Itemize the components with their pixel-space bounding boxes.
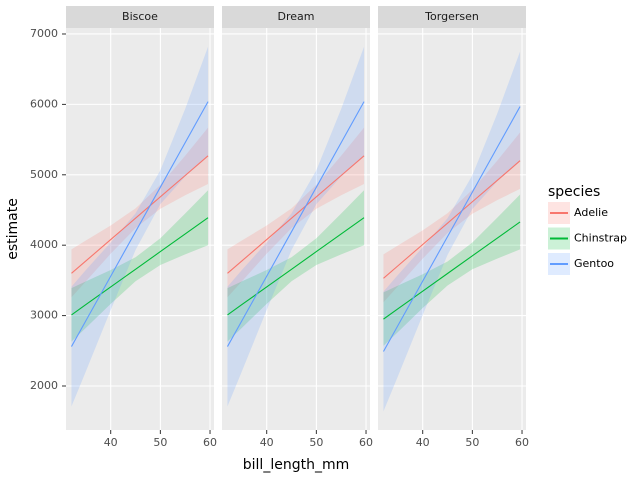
line xyxy=(383,221,521,320)
line xyxy=(71,217,209,316)
x-tick-label: 40 xyxy=(104,436,118,449)
y-tick-label: 7000 xyxy=(30,27,58,40)
x-tick-label: 40 xyxy=(260,436,274,449)
x-tick-label: 50 xyxy=(309,436,323,449)
strip xyxy=(378,6,526,28)
facet-title: Biscoe xyxy=(122,10,158,23)
line xyxy=(70,101,209,347)
x-tick-label: 40 xyxy=(416,436,430,449)
y-tick-label: 3000 xyxy=(30,309,58,322)
y-tick-label: 4000 xyxy=(30,238,58,251)
line xyxy=(226,101,365,347)
x-tick-label: 50 xyxy=(465,436,479,449)
legend-label: Gentoo xyxy=(574,257,614,270)
x-axis-label: bill_length_mm xyxy=(243,457,349,473)
strip xyxy=(222,6,370,28)
x-tick-label: 60 xyxy=(203,436,217,449)
confidence-band xyxy=(227,46,365,407)
line xyxy=(71,155,209,274)
y-tick-label: 6000 xyxy=(30,97,58,110)
line xyxy=(227,217,365,316)
x-tick-label: 60 xyxy=(359,436,373,449)
confidence-band xyxy=(383,51,521,412)
legend-label: Chinstrap xyxy=(574,232,627,245)
legend-title: species xyxy=(548,184,600,200)
line xyxy=(383,160,521,279)
y-tick-label: 5000 xyxy=(30,168,58,181)
line xyxy=(382,106,521,352)
line xyxy=(227,155,365,274)
y-tick-label: 2000 xyxy=(30,379,58,392)
panel xyxy=(222,28,370,430)
x-tick-label: 50 xyxy=(153,436,167,449)
y-axis-label: estimate xyxy=(5,198,21,260)
confidence-band xyxy=(227,127,365,298)
panel xyxy=(66,28,214,430)
confidence-band xyxy=(71,127,209,298)
facet-title: Dream xyxy=(278,10,315,23)
confidence-band xyxy=(383,132,521,303)
legend-label: Adelie xyxy=(574,206,608,219)
confidence-band xyxy=(71,46,209,407)
strip xyxy=(66,6,214,28)
x-tick-label: 60 xyxy=(515,436,529,449)
facet-title: Torgersen xyxy=(424,10,479,23)
